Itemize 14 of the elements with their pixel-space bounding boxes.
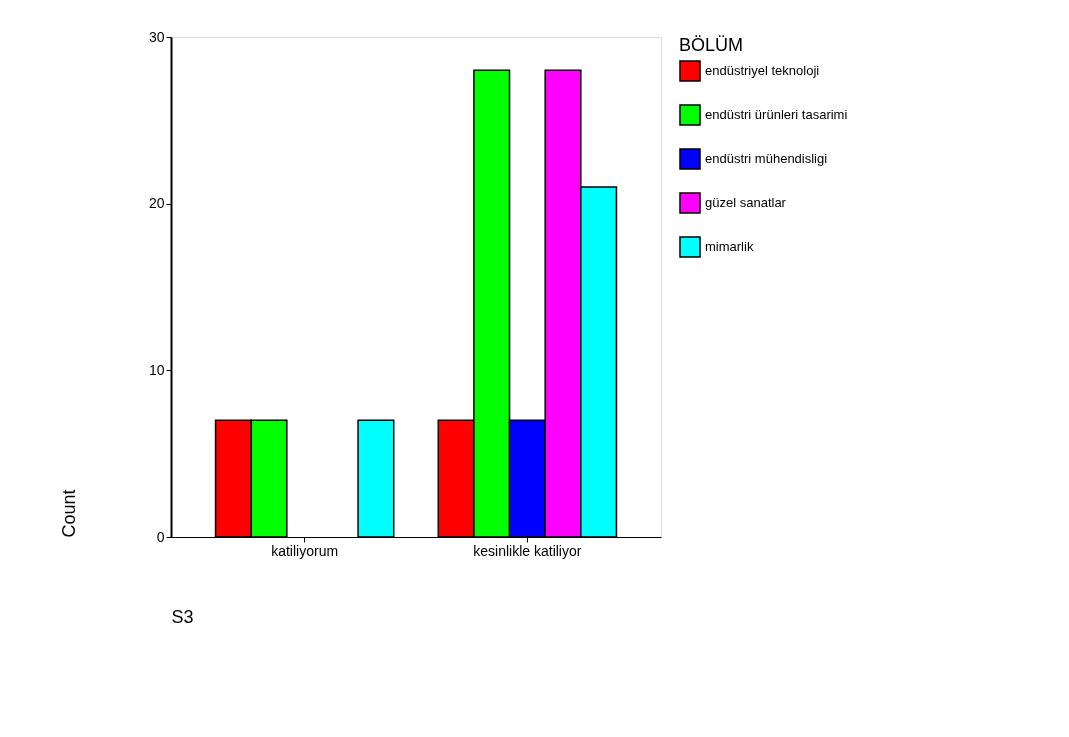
x-tick-label: kesinlikle katiliyor [473,542,582,559]
legend-label: endüstri mühendisligi [705,151,828,166]
legend-title: BÖLÜM [679,35,744,55]
legend-label: endüstri ürünleri tasarimi [705,107,848,122]
y-axis-title: Count [58,489,79,538]
legend-label: mimarlik [705,239,754,254]
y-tick-label: 30 [148,28,165,45]
x-axis-title: S3 [171,606,194,627]
legend-label: endüstriyel teknoloji [705,63,820,78]
y-tick-label: 20 [148,195,165,212]
legend-label: güzel sanatlar [705,195,787,210]
y-tick-label: 0 [156,528,165,545]
x-tick-label: katiliyorum [271,542,339,559]
y-tick-label: 10 [148,361,165,378]
